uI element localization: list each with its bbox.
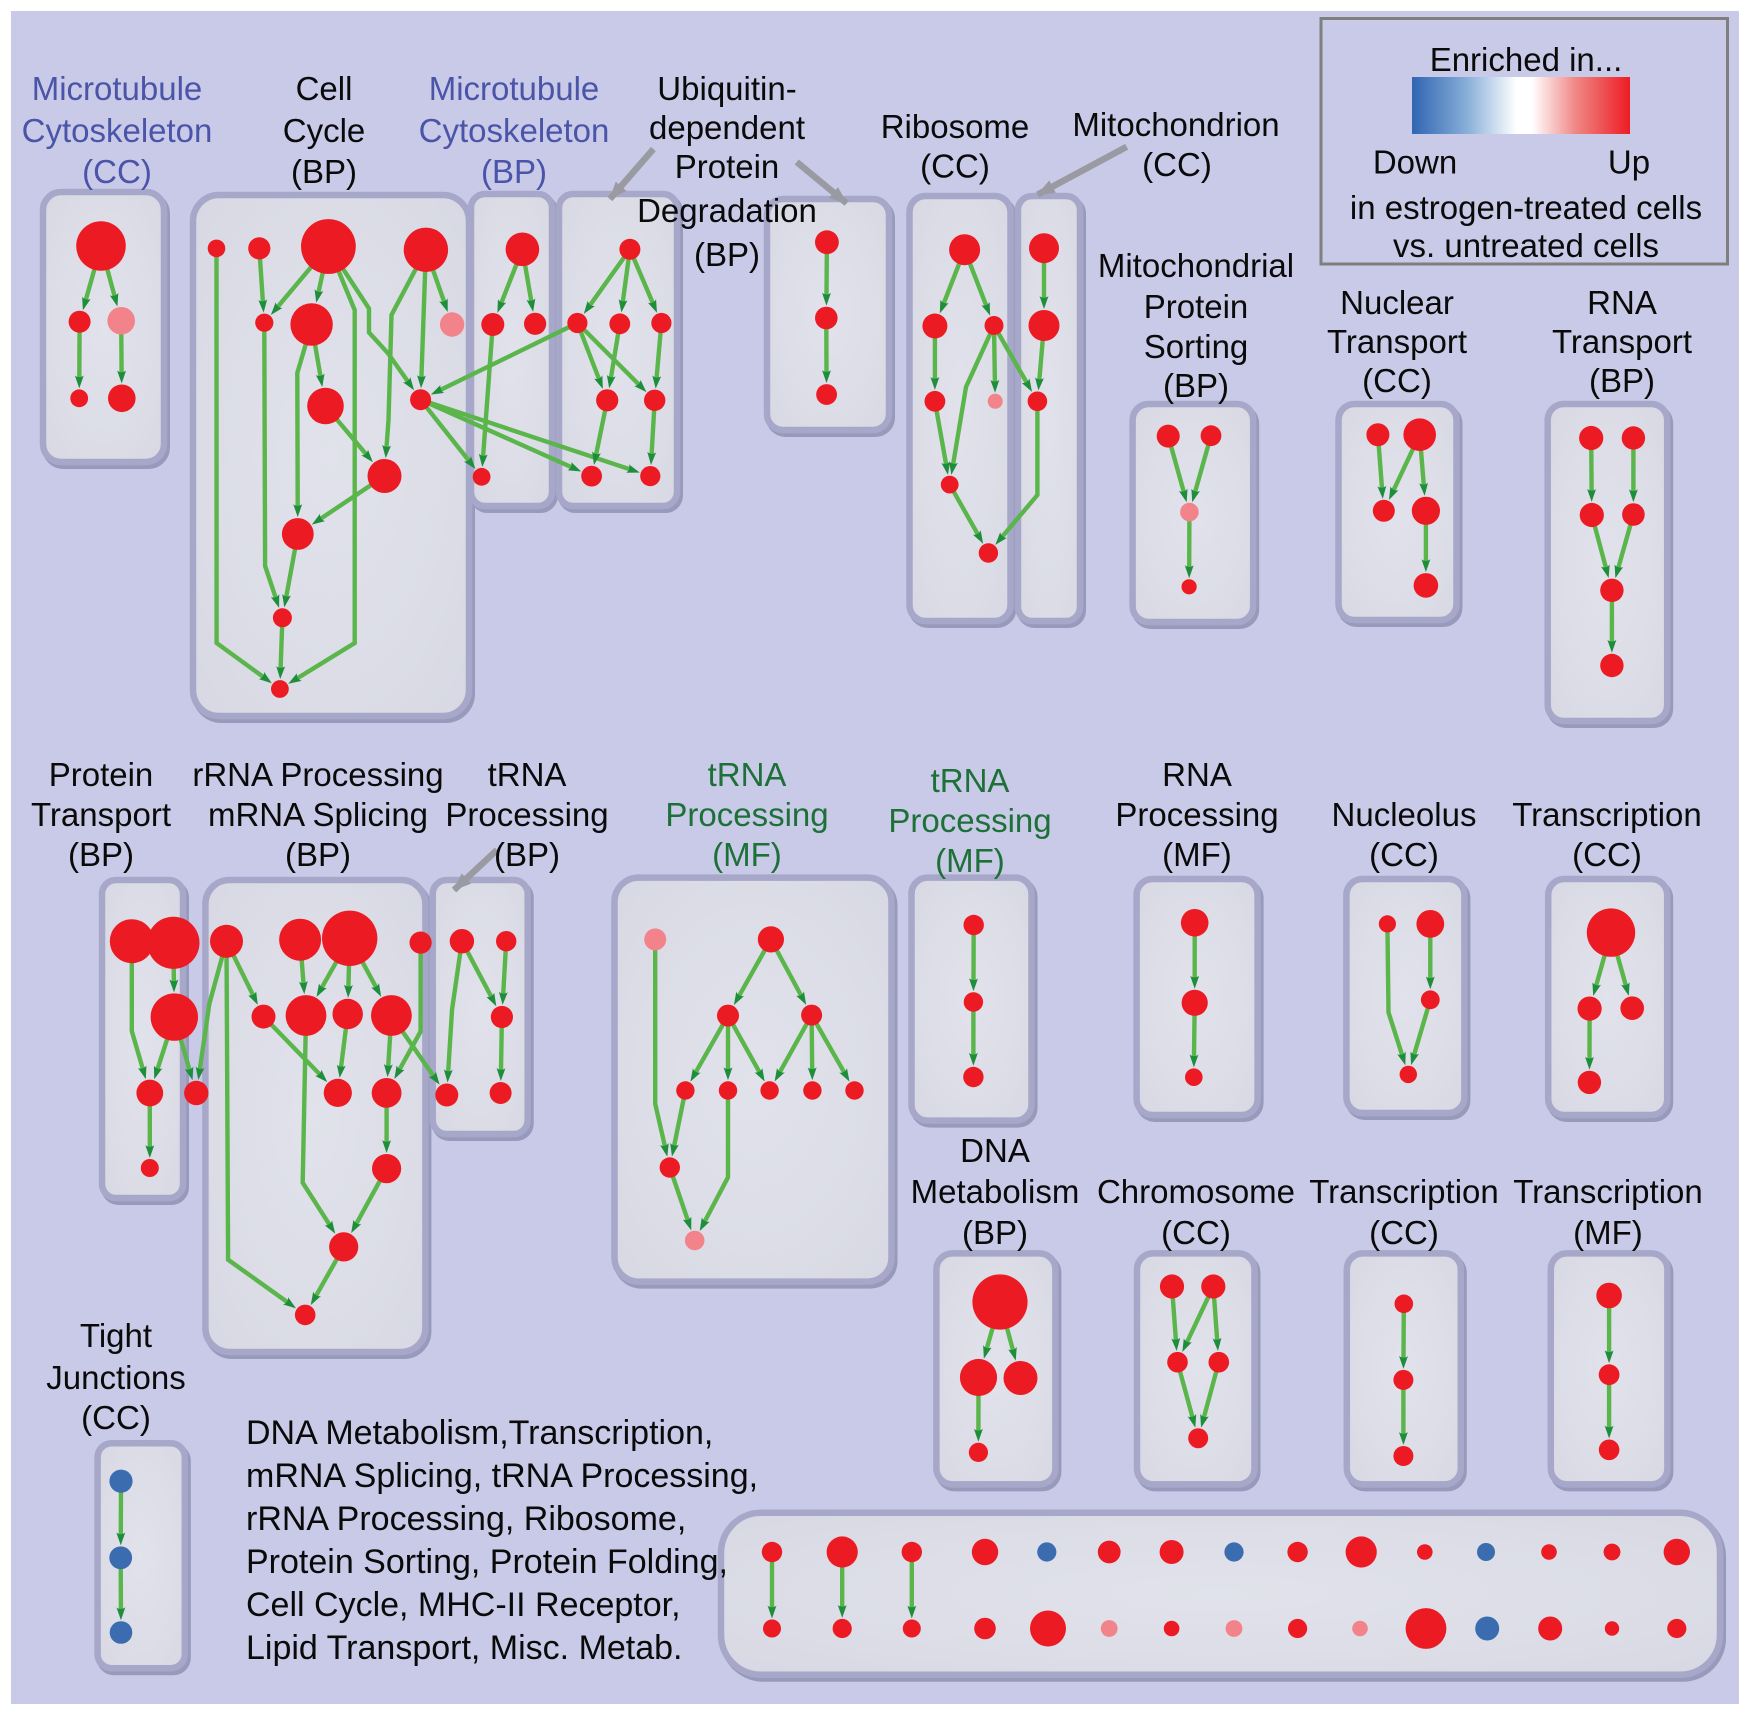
svg-text:DNA: DNA — [960, 1132, 1030, 1169]
svg-text:(BP): (BP) — [494, 836, 560, 873]
svg-text:tRNA: tRNA — [931, 762, 1010, 799]
svg-text:Ribosome: Ribosome — [881, 108, 1030, 145]
svg-text:rRNA Processing: rRNA Processing — [192, 756, 443, 793]
svg-text:(CC): (CC) — [1362, 362, 1432, 399]
svg-text:in estrogen-treated cells: in estrogen-treated cells — [1350, 189, 1702, 226]
svg-text:Mitochondrion: Mitochondrion — [1072, 106, 1279, 143]
svg-text:(BP): (BP) — [1589, 362, 1655, 399]
svg-text:(CC): (CC) — [920, 147, 990, 184]
svg-text:Cytoskeleton: Cytoskeleton — [419, 112, 610, 149]
svg-text:Protein: Protein — [49, 756, 154, 793]
svg-text:Microtubule: Microtubule — [429, 70, 600, 107]
svg-text:tRNA: tRNA — [488, 756, 567, 793]
svg-text:(MF): (MF) — [1162, 836, 1232, 873]
svg-text:Mitochondrial: Mitochondrial — [1098, 247, 1294, 284]
svg-text:DNA Metabolism,Transcription,: DNA Metabolism,Transcription, — [246, 1414, 713, 1452]
svg-text:Sorting: Sorting — [1144, 328, 1249, 365]
svg-text:(CC): (CC) — [82, 153, 152, 190]
svg-text:Down: Down — [1373, 144, 1457, 181]
svg-text:mRNA Splicing: mRNA Splicing — [208, 796, 428, 833]
svg-text:Processing: Processing — [445, 796, 608, 833]
svg-text:dependent: dependent — [649, 109, 805, 146]
svg-text:Processing: Processing — [1115, 796, 1278, 833]
svg-text:Nucleolus: Nucleolus — [1332, 796, 1477, 833]
svg-text:(BP): (BP) — [291, 153, 357, 190]
svg-text:RNA: RNA — [1162, 756, 1232, 793]
svg-text:Transport: Transport — [1552, 323, 1692, 360]
svg-text:Cytoskeleton: Cytoskeleton — [22, 112, 213, 149]
svg-text:Processing: Processing — [665, 796, 828, 833]
svg-text:(CC): (CC) — [81, 1399, 151, 1436]
svg-text:(BP): (BP) — [481, 153, 547, 190]
svg-text:(BP): (BP) — [1163, 367, 1229, 404]
svg-text:Degradation: Degradation — [637, 192, 817, 229]
svg-text:Processing: Processing — [888, 802, 1051, 839]
svg-text:(BP): (BP) — [694, 236, 760, 273]
svg-text:RNA: RNA — [1587, 284, 1657, 321]
svg-text:Transcription: Transcription — [1309, 1173, 1499, 1210]
svg-text:(MF): (MF) — [935, 842, 1005, 879]
svg-text:Microtubule: Microtubule — [32, 70, 203, 107]
svg-text:mRNA Splicing, tRNA Processing: mRNA Splicing, tRNA Processing, — [246, 1457, 758, 1495]
svg-text:Tight: Tight — [80, 1317, 152, 1354]
svg-text:(MF): (MF) — [1573, 1214, 1643, 1251]
svg-text:Cell: Cell — [296, 70, 353, 107]
svg-text:(MF): (MF) — [712, 836, 782, 873]
svg-text:Junctions: Junctions — [46, 1359, 185, 1396]
svg-text:(CC): (CC) — [1142, 146, 1212, 183]
svg-text:Ubiquitin-: Ubiquitin- — [657, 70, 796, 107]
svg-text:Transport: Transport — [1327, 323, 1467, 360]
svg-text:Transport: Transport — [31, 796, 171, 833]
svg-text:Chromosome: Chromosome — [1097, 1173, 1295, 1210]
svg-text:Transcription: Transcription — [1512, 796, 1702, 833]
svg-text:Protein: Protein — [675, 148, 780, 185]
svg-text:Nuclear: Nuclear — [1340, 284, 1454, 321]
svg-text:tRNA: tRNA — [708, 756, 787, 793]
svg-text:Cell Cycle, MHC-II Receptor,: Cell Cycle, MHC-II Receptor, — [246, 1586, 681, 1624]
svg-text:Cycle: Cycle — [283, 112, 366, 149]
svg-text:Transcription: Transcription — [1513, 1173, 1703, 1210]
svg-text:rRNA Processing, Ribosome,: rRNA Processing, Ribosome, — [246, 1500, 686, 1538]
svg-text:vs. untreated cells: vs. untreated cells — [1393, 227, 1659, 264]
svg-text:Lipid Transport, Misc. Metab.: Lipid Transport, Misc. Metab. — [246, 1629, 683, 1667]
svg-text:Protein: Protein — [1144, 288, 1249, 325]
svg-text:Metabolism: Metabolism — [911, 1173, 1080, 1210]
svg-text:(BP): (BP) — [68, 836, 134, 873]
svg-text:(CC): (CC) — [1572, 836, 1642, 873]
svg-text:(CC): (CC) — [1161, 1214, 1231, 1251]
svg-text:(CC): (CC) — [1369, 836, 1439, 873]
svg-text:(BP): (BP) — [285, 836, 351, 873]
svg-text:Up: Up — [1608, 144, 1650, 181]
svg-text:(BP): (BP) — [962, 1214, 1028, 1251]
svg-text:(CC): (CC) — [1369, 1214, 1439, 1251]
svg-text:Protein Sorting, Protein Foldi: Protein Sorting, Protein Folding, — [246, 1543, 728, 1581]
svg-text:Enriched in...: Enriched in... — [1430, 41, 1623, 78]
